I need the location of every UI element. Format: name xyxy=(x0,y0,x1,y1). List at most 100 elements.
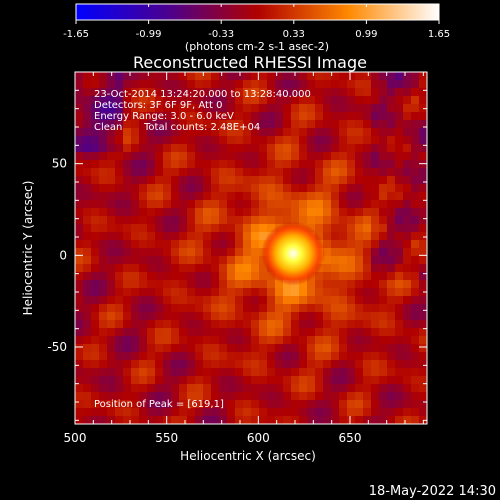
image-pixel xyxy=(379,328,388,337)
image-pixel xyxy=(171,328,180,337)
image-pixel xyxy=(363,360,372,369)
image-pixel xyxy=(211,400,220,409)
image-pixel xyxy=(163,216,172,225)
image-pixel xyxy=(331,104,340,113)
image-pixel xyxy=(163,152,172,161)
image-pixel xyxy=(355,176,364,185)
image-pixel xyxy=(123,72,132,81)
image-pixel xyxy=(163,112,172,121)
image-pixel xyxy=(355,136,364,145)
image-pixel xyxy=(227,264,236,273)
image-pixel xyxy=(299,120,308,129)
image-pixel xyxy=(275,136,284,145)
image-pixel xyxy=(83,104,92,113)
image-pixel xyxy=(91,408,100,417)
image-pixel xyxy=(251,224,260,233)
image-pixel xyxy=(339,248,348,257)
image-pixel xyxy=(107,296,116,305)
image-pixel xyxy=(403,184,412,193)
image-pixel xyxy=(83,272,92,281)
image-pixel xyxy=(75,304,84,313)
image-pixel xyxy=(283,152,292,161)
image-pixel xyxy=(219,224,228,233)
image-pixel xyxy=(83,288,92,297)
image-pixel xyxy=(419,112,428,121)
image-pixel xyxy=(171,368,180,377)
image-pixel xyxy=(283,88,292,97)
image-pixel xyxy=(307,144,316,153)
image-pixel xyxy=(387,344,396,353)
image-pixel xyxy=(227,80,236,89)
image-pixel xyxy=(371,320,380,329)
image-pixel xyxy=(91,360,100,369)
image-pixel xyxy=(171,360,180,369)
image-pixel xyxy=(243,280,252,289)
image-pixel xyxy=(75,352,84,361)
image-pixel xyxy=(115,72,124,81)
image-pixel xyxy=(219,200,228,209)
image-pixel xyxy=(115,136,124,145)
image-pixel xyxy=(371,224,380,233)
image-pixel xyxy=(131,392,140,401)
image-pixel xyxy=(315,320,324,329)
image-pixel xyxy=(219,112,228,121)
image-pixel xyxy=(387,328,396,337)
image-pixel xyxy=(291,352,300,361)
image-pixel xyxy=(259,104,268,113)
image-pixel xyxy=(211,136,220,145)
image-pixel xyxy=(155,152,164,161)
image-pixel xyxy=(323,248,332,257)
image-pixel xyxy=(83,168,92,177)
detectors-annotation: Detectors: 3F 6F 9F, Att 0 xyxy=(94,100,222,111)
image-pixel xyxy=(123,216,132,225)
image-pixel xyxy=(411,296,420,305)
image-pixel xyxy=(347,336,356,345)
image-pixel xyxy=(355,360,364,369)
image-pixel xyxy=(131,360,140,369)
image-pixel xyxy=(235,184,244,193)
image-pixel xyxy=(363,200,372,209)
image-pixel xyxy=(259,176,268,185)
image-pixel xyxy=(275,216,284,225)
image-pixel xyxy=(379,376,388,385)
image-pixel xyxy=(387,200,396,209)
image-pixel xyxy=(411,208,420,217)
image-pixel xyxy=(91,192,100,201)
image-pixel xyxy=(123,280,132,289)
image-pixel xyxy=(235,224,244,233)
image-pixel xyxy=(371,264,380,273)
image-pixel xyxy=(363,272,372,281)
image-pixel xyxy=(179,120,188,129)
image-pixel xyxy=(139,416,148,425)
image-pixel xyxy=(107,312,116,321)
image-pixel xyxy=(331,416,340,425)
image-pixel xyxy=(203,296,212,305)
image-pixel xyxy=(395,408,404,417)
image-pixel xyxy=(187,376,196,385)
image-pixel xyxy=(371,136,380,145)
image-pixel xyxy=(283,168,292,177)
image-pixel xyxy=(291,384,300,393)
image-pixel xyxy=(315,200,324,209)
image-pixel xyxy=(299,360,308,369)
image-pixel xyxy=(131,72,140,81)
image-pixel xyxy=(371,328,380,337)
image-pixel xyxy=(307,392,316,401)
image-pixel xyxy=(139,352,148,361)
image-pixel xyxy=(419,328,428,337)
image-pixel xyxy=(387,384,396,393)
image-pixel xyxy=(147,400,156,409)
image-pixel xyxy=(387,72,396,81)
image-pixel xyxy=(163,400,172,409)
image-pixel xyxy=(395,296,404,305)
image-pixel xyxy=(203,240,212,249)
image-pixel xyxy=(259,112,268,121)
image-pixel xyxy=(211,360,220,369)
image-pixel xyxy=(403,88,412,97)
image-pixel xyxy=(379,280,388,289)
image-pixel xyxy=(195,176,204,185)
image-pixel xyxy=(235,336,244,345)
image-pixel xyxy=(243,120,252,129)
image-pixel xyxy=(299,296,308,305)
image-pixel xyxy=(331,240,340,249)
